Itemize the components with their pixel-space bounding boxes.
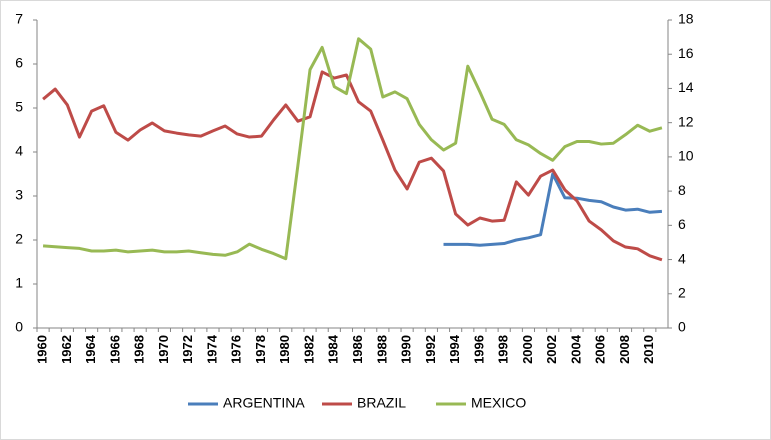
x-tick-label: 1990 xyxy=(399,335,414,364)
y-tick-label: 5 xyxy=(15,99,23,115)
x-tick-label: 2002 xyxy=(544,335,559,364)
x-tick-label: 1964 xyxy=(83,334,98,364)
x-tick-label: 1996 xyxy=(471,335,486,364)
y2-tick-label: 10 xyxy=(678,148,694,164)
y2-tick-label: 16 xyxy=(678,45,694,61)
x-tick-label: 2008 xyxy=(617,335,632,364)
series-line xyxy=(443,172,663,247)
x-tick-label: 1968 xyxy=(132,335,147,364)
legend-label: MEXICO xyxy=(471,395,526,411)
y2-tick-label: 8 xyxy=(678,182,686,198)
y2-tick-label: 2 xyxy=(678,284,686,300)
y-tick-label: 1 xyxy=(15,275,23,291)
x-tick-label: 1982 xyxy=(301,335,316,364)
x-tick-label: 1986 xyxy=(350,335,365,364)
x-tick-label: 2004 xyxy=(568,334,583,364)
series-line xyxy=(42,37,663,261)
x-tick-label: 2000 xyxy=(520,335,535,364)
x-tick-label: 1998 xyxy=(496,335,511,364)
y-tick-label: 7 xyxy=(15,11,23,27)
x-tick-label: 2010 xyxy=(641,335,656,364)
y-tick-label: 6 xyxy=(15,55,23,71)
x-tick-label: 1988 xyxy=(374,335,389,364)
y-tick-label: 0 xyxy=(15,319,23,335)
y2-tick-label: 0 xyxy=(678,319,686,335)
y-tick-label: 4 xyxy=(15,143,23,159)
x-tick-label: 1966 xyxy=(107,335,122,364)
x-tick-label: 1980 xyxy=(277,335,292,364)
x-tick-label: 2006 xyxy=(593,335,608,364)
x-tick-label: 1994 xyxy=(447,334,462,364)
x-tick-label: 1970 xyxy=(156,335,171,364)
x-tick-label: 1992 xyxy=(423,335,438,364)
y2-tick-label: 18 xyxy=(678,11,694,27)
legend-label: BRAZIL xyxy=(357,395,406,411)
y2-tick-label: 6 xyxy=(678,216,686,232)
x-tick-label: 1978 xyxy=(253,335,268,364)
x-tick-label: 1962 xyxy=(59,335,74,364)
y-tick-label: 2 xyxy=(15,231,23,247)
x-tick-label: 1972 xyxy=(180,335,195,364)
x-tick-label: 1976 xyxy=(229,335,244,364)
y2-tick-label: 12 xyxy=(678,113,694,129)
y2-tick-label: 4 xyxy=(678,250,686,266)
x-tick-label: 1984 xyxy=(326,334,341,364)
legend-label: ARGENTINA xyxy=(223,395,305,411)
y2-tick-label: 14 xyxy=(678,79,694,95)
y-tick-label: 3 xyxy=(15,187,23,203)
x-tick-label: 1960 xyxy=(35,335,50,364)
x-tick-label: 1974 xyxy=(204,334,219,364)
series-line xyxy=(42,70,663,262)
